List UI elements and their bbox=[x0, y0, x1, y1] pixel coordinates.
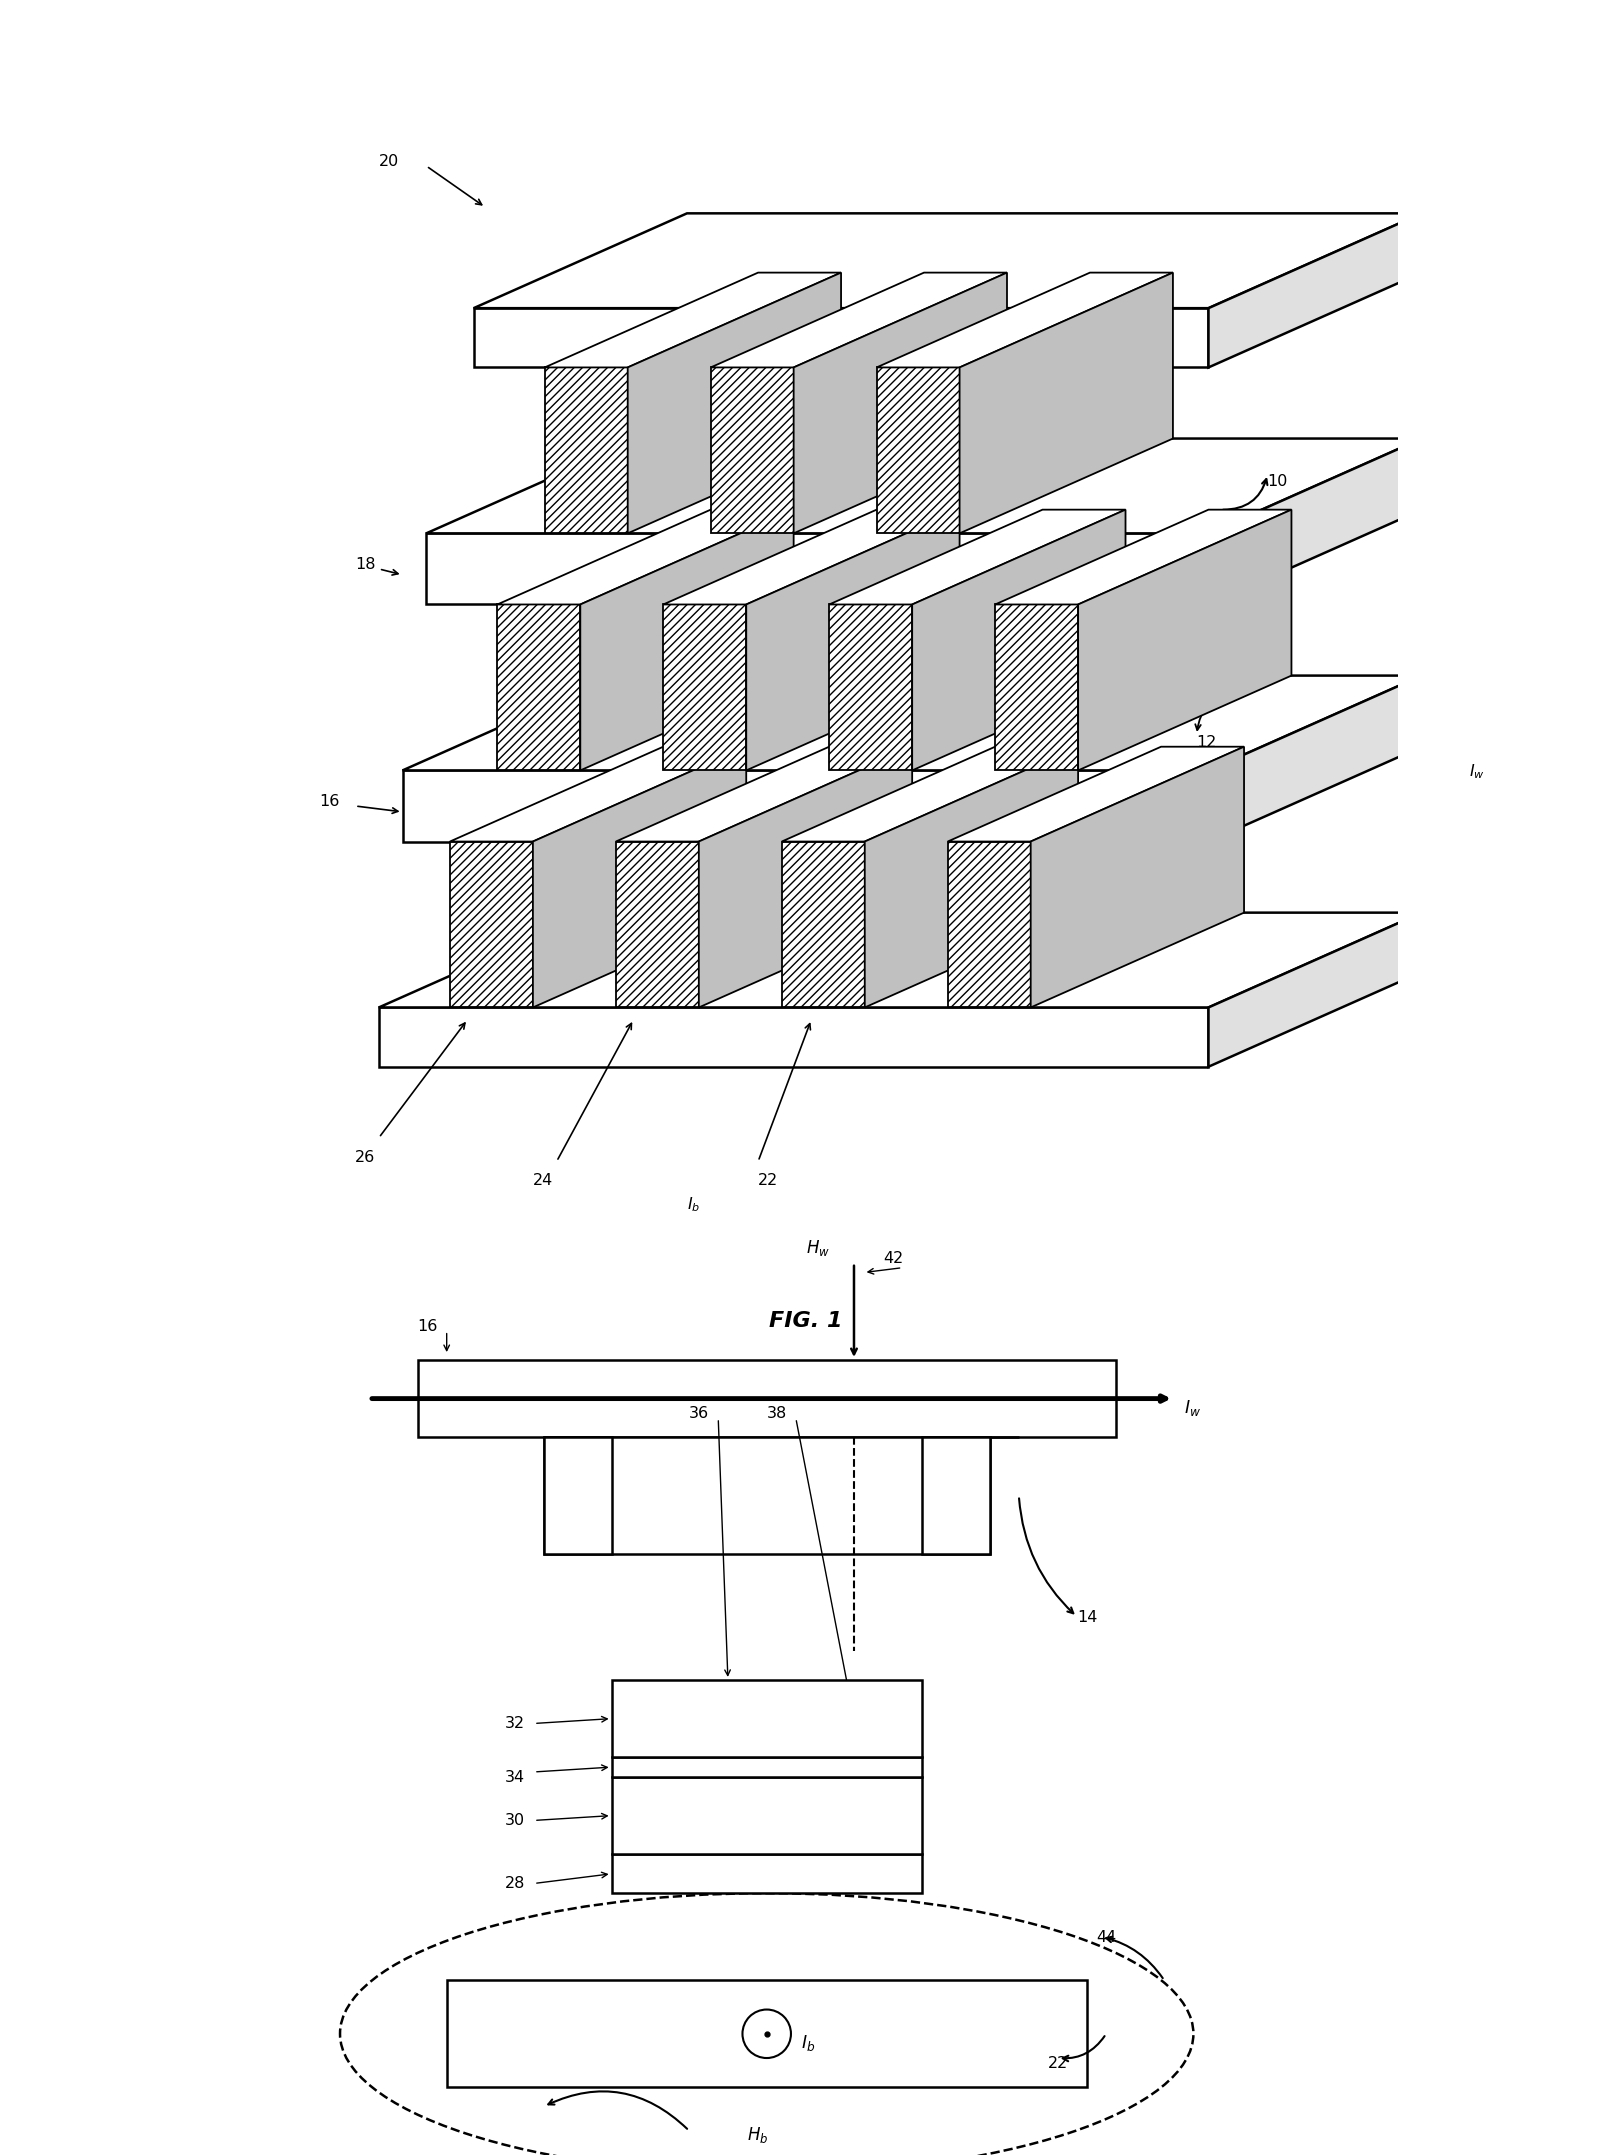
Polygon shape bbox=[427, 532, 1208, 603]
Polygon shape bbox=[1031, 748, 1244, 1009]
Text: 32: 32 bbox=[504, 1715, 525, 1730]
Polygon shape bbox=[543, 1437, 612, 1554]
Text: 44: 44 bbox=[1097, 1929, 1116, 1944]
Polygon shape bbox=[1208, 440, 1423, 603]
Polygon shape bbox=[403, 677, 1423, 769]
Text: 34: 34 bbox=[504, 1769, 525, 1784]
Polygon shape bbox=[996, 509, 1292, 603]
Text: $I_b$: $I_b$ bbox=[801, 2034, 815, 2054]
Text: $H_w$: $H_w$ bbox=[806, 1239, 830, 1259]
Text: 18: 18 bbox=[354, 556, 375, 571]
Polygon shape bbox=[612, 1776, 921, 1853]
Polygon shape bbox=[446, 1980, 1087, 2086]
Polygon shape bbox=[615, 840, 699, 1009]
Polygon shape bbox=[612, 1758, 921, 1776]
Polygon shape bbox=[664, 509, 960, 603]
Polygon shape bbox=[379, 914, 1423, 1009]
Polygon shape bbox=[794, 274, 1007, 532]
Polygon shape bbox=[876, 274, 1173, 366]
Polygon shape bbox=[474, 213, 1423, 308]
Text: 22: 22 bbox=[759, 1172, 778, 1187]
Polygon shape bbox=[1208, 677, 1423, 840]
Text: FIG. 1: FIG. 1 bbox=[768, 1312, 843, 1332]
Text: PRIOR ART: PRIOR ART bbox=[748, 1407, 863, 1427]
Text: 42: 42 bbox=[883, 1250, 904, 1265]
Polygon shape bbox=[545, 366, 628, 532]
Polygon shape bbox=[921, 1437, 989, 1554]
Polygon shape bbox=[449, 840, 533, 1009]
Text: $I_w$: $I_w$ bbox=[1469, 763, 1485, 780]
Polygon shape bbox=[417, 1360, 1116, 1437]
Polygon shape bbox=[498, 509, 794, 603]
Text: 36: 36 bbox=[690, 1405, 709, 1420]
Polygon shape bbox=[865, 748, 1078, 1009]
Text: 40: 40 bbox=[748, 1877, 767, 1892]
Polygon shape bbox=[960, 274, 1173, 532]
Polygon shape bbox=[781, 748, 1078, 840]
Polygon shape bbox=[543, 1437, 989, 1554]
Polygon shape bbox=[1208, 914, 1423, 1067]
Polygon shape bbox=[612, 1853, 921, 1894]
Text: 22: 22 bbox=[1047, 2056, 1068, 2071]
Circle shape bbox=[743, 2008, 791, 2058]
Polygon shape bbox=[427, 440, 1423, 532]
Polygon shape bbox=[781, 840, 865, 1009]
Polygon shape bbox=[449, 748, 746, 840]
Polygon shape bbox=[533, 748, 746, 1009]
Text: 14: 14 bbox=[806, 959, 826, 974]
Polygon shape bbox=[474, 308, 1208, 366]
Text: $I_w$: $I_w$ bbox=[1184, 1399, 1200, 1418]
Text: 16: 16 bbox=[319, 793, 340, 808]
Text: 24: 24 bbox=[533, 1172, 553, 1187]
Polygon shape bbox=[876, 366, 960, 532]
Polygon shape bbox=[830, 603, 912, 769]
Polygon shape bbox=[498, 603, 580, 769]
Polygon shape bbox=[664, 603, 746, 769]
Polygon shape bbox=[379, 1009, 1208, 1067]
Polygon shape bbox=[710, 274, 1007, 366]
Text: 30: 30 bbox=[504, 1812, 525, 1827]
Polygon shape bbox=[699, 748, 912, 1009]
Text: 20: 20 bbox=[379, 153, 400, 168]
Polygon shape bbox=[1078, 509, 1292, 769]
Polygon shape bbox=[403, 769, 1208, 840]
Text: $I_b$: $I_b$ bbox=[686, 1196, 701, 1213]
Text: 12: 12 bbox=[1197, 735, 1216, 750]
Polygon shape bbox=[545, 274, 841, 366]
Polygon shape bbox=[830, 509, 1126, 603]
Polygon shape bbox=[947, 748, 1244, 840]
Text: 10: 10 bbox=[1268, 474, 1289, 489]
Polygon shape bbox=[615, 748, 912, 840]
Text: 16: 16 bbox=[417, 1319, 438, 1334]
Polygon shape bbox=[996, 603, 1078, 769]
Polygon shape bbox=[746, 509, 960, 769]
Polygon shape bbox=[1208, 213, 1423, 366]
Polygon shape bbox=[912, 509, 1126, 769]
Text: 28: 28 bbox=[504, 1877, 525, 1892]
Polygon shape bbox=[612, 1681, 921, 1758]
Polygon shape bbox=[947, 840, 1031, 1009]
Polygon shape bbox=[710, 366, 794, 532]
Text: 38: 38 bbox=[767, 1405, 786, 1420]
Polygon shape bbox=[580, 509, 794, 769]
Polygon shape bbox=[628, 274, 841, 532]
Text: 26: 26 bbox=[354, 1149, 375, 1164]
Text: $H_b$: $H_b$ bbox=[748, 2125, 768, 2146]
Text: 14: 14 bbox=[1078, 1610, 1097, 1625]
